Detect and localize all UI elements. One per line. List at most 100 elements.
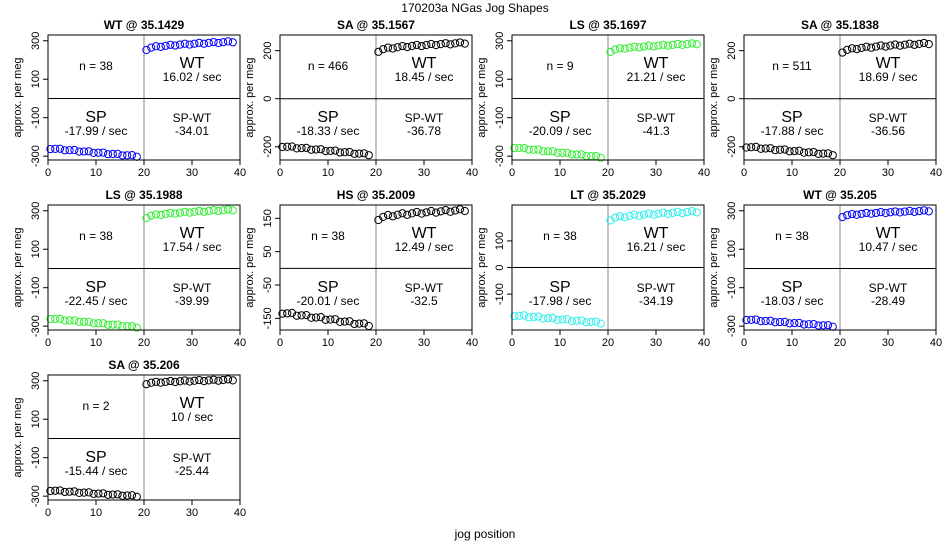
data-point xyxy=(316,145,325,154)
panel-6: HS @ 35.2009 0 10 20 30 40 -150 -50 50 150 approx.… xyxy=(244,188,478,349)
y-axis-label: approx. per meg xyxy=(476,227,488,307)
data-point xyxy=(180,376,189,385)
data-point xyxy=(403,43,412,52)
data-point xyxy=(460,39,469,48)
n-label: n = 9 xyxy=(546,59,573,73)
wt-label: WT xyxy=(876,225,901,242)
data-point xyxy=(649,42,658,51)
data-point xyxy=(195,206,204,216)
data-point xyxy=(103,490,113,499)
data-point xyxy=(132,323,141,332)
data-point xyxy=(446,40,455,49)
data-point xyxy=(297,311,306,320)
data-point xyxy=(431,41,441,50)
data-point xyxy=(403,210,412,219)
data-point xyxy=(398,209,407,218)
data-point xyxy=(775,317,785,327)
spwt-value: -39.99 xyxy=(175,294,209,308)
data-point xyxy=(591,151,601,161)
data-point xyxy=(799,320,809,329)
data-point xyxy=(161,209,170,218)
data-point xyxy=(847,44,857,53)
data-point xyxy=(417,41,426,51)
data-point xyxy=(862,208,871,218)
data-point xyxy=(441,205,450,215)
data-point xyxy=(804,320,813,329)
x-tick-label: 0 xyxy=(741,167,747,179)
data-point xyxy=(156,42,165,51)
data-point xyxy=(747,143,756,152)
spwt-label: SP-WT xyxy=(637,111,676,125)
data-point xyxy=(55,486,65,495)
data-point xyxy=(785,147,794,156)
x-axis-label: jog position xyxy=(454,527,516,541)
data-point xyxy=(539,147,548,156)
data-point xyxy=(60,487,69,497)
panel-title: SA @ 35.1838 xyxy=(801,18,879,32)
data-point xyxy=(828,151,837,160)
x-tick-label: 20 xyxy=(138,507,150,519)
wt-rate: 12.49 / sec xyxy=(395,240,454,254)
y-tick-label: -300 xyxy=(726,315,738,337)
data-point xyxy=(151,210,161,219)
data-point xyxy=(108,490,117,499)
y-axis-label: approx. per meg xyxy=(476,57,488,137)
sp-label: SP xyxy=(549,279,570,296)
x-tick-label: 30 xyxy=(418,167,430,179)
n-label: n = 38 xyxy=(775,229,809,243)
data-point xyxy=(393,210,402,219)
wt-rate: 18.45 / sec xyxy=(395,70,454,84)
data-point xyxy=(919,38,929,48)
data-point xyxy=(915,206,924,216)
panel-title: LT @ 35.2029 xyxy=(570,188,646,202)
y-tick-label: -200 xyxy=(262,136,274,158)
data-point xyxy=(94,489,103,498)
data-point xyxy=(553,315,562,324)
data-point xyxy=(625,43,634,52)
x-tick-label: 40 xyxy=(466,337,478,349)
x-tick-label: 0 xyxy=(277,337,283,349)
data-point xyxy=(625,211,634,220)
x-tick-label: 0 xyxy=(509,167,515,179)
data-point xyxy=(529,145,538,154)
x-tick-label: 20 xyxy=(602,337,614,349)
sp-rate: -18.03 / sec xyxy=(761,294,824,308)
data-point xyxy=(60,146,69,155)
data-point xyxy=(422,208,431,217)
spwt-value: -34.19 xyxy=(639,294,673,308)
data-point xyxy=(519,143,529,153)
data-point xyxy=(132,152,141,161)
sp-label: SP xyxy=(549,109,570,126)
sp-rate: -18.33 / sec xyxy=(297,124,360,138)
data-point xyxy=(185,40,194,49)
spwt-value: -32.5 xyxy=(410,294,438,308)
data-point xyxy=(65,146,74,155)
data-point xyxy=(132,492,141,501)
panel-title: SA @ 35.206 xyxy=(108,358,180,372)
x-tick-label: 40 xyxy=(234,337,246,349)
data-point xyxy=(823,321,833,330)
y-tick-label: 300 xyxy=(726,202,738,220)
data-point xyxy=(510,143,519,153)
x-tick-label: 10 xyxy=(90,507,102,519)
data-point xyxy=(441,39,450,48)
wt-rate: 10.47 / sec xyxy=(859,240,918,254)
data-point xyxy=(118,151,127,160)
data-point xyxy=(359,149,369,158)
data-point xyxy=(606,216,615,225)
data-point xyxy=(553,148,562,157)
x-tick-label: 40 xyxy=(234,167,246,179)
sp-rate: -17.99 / sec xyxy=(65,124,128,138)
x-tick-label: 20 xyxy=(370,167,382,179)
data-point xyxy=(302,143,311,152)
data-point xyxy=(65,487,74,496)
data-point xyxy=(364,151,373,160)
y-tick-label: -300 xyxy=(494,145,506,167)
x-tick-label: 10 xyxy=(322,337,334,349)
data-point xyxy=(46,486,55,496)
spwt-value: -41.3 xyxy=(642,124,670,138)
data-point xyxy=(663,209,673,219)
n-label: n = 38 xyxy=(79,229,113,243)
sp-rate: -20.01 / sec xyxy=(297,294,360,308)
